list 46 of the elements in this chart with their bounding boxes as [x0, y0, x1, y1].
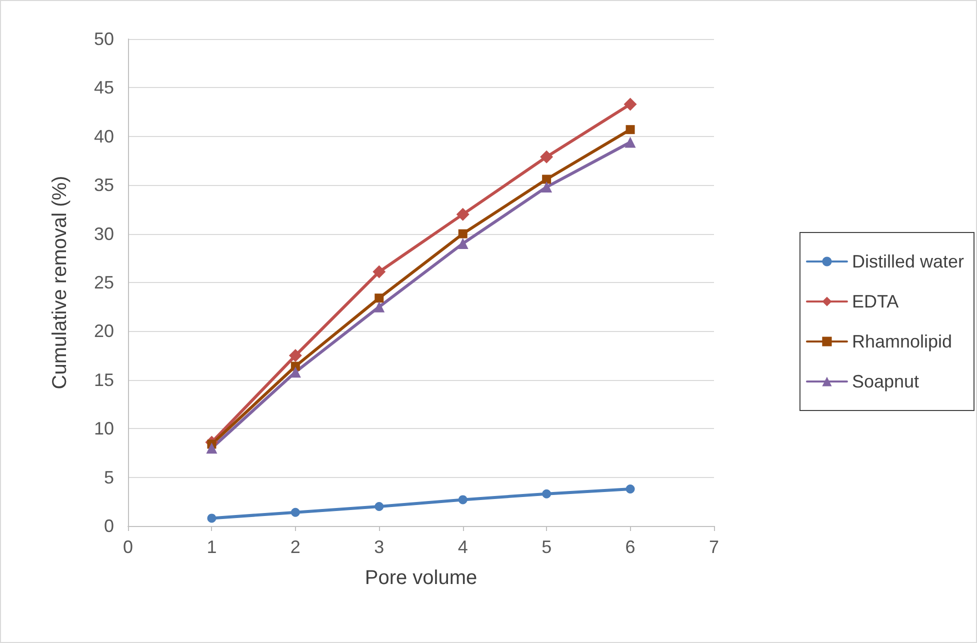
point — [626, 484, 635, 494]
point — [372, 265, 386, 278]
legend-label: Soapnut — [852, 372, 920, 392]
y-tick-label: 45 — [94, 78, 114, 98]
point — [290, 508, 300, 517]
point — [541, 182, 552, 193]
x-tick-label: 2 — [290, 537, 300, 557]
x-tick-label: 7 — [708, 537, 720, 557]
point — [626, 125, 635, 134]
x-tick-label: 6 — [625, 537, 636, 557]
y-tick-label: 20 — [94, 321, 114, 342]
point — [374, 502, 384, 512]
legend-label: EDTA — [852, 292, 899, 312]
point — [207, 514, 216, 523]
x-tick-label: 4 — [458, 537, 468, 557]
point — [458, 229, 468, 238]
point — [540, 150, 554, 164]
point — [458, 495, 468, 504]
x-tick-label: 1 — [206, 537, 217, 557]
x-axis-title: Pore volume — [364, 567, 478, 589]
y-tick-label: 50 — [94, 29, 114, 49]
legend-label: Distilled water — [852, 252, 964, 272]
y-tick-label: 35 — [94, 175, 114, 196]
point — [542, 174, 552, 184]
y-tick-label: 30 — [94, 224, 114, 244]
point — [206, 442, 218, 454]
x-tick-label: 5 — [542, 537, 552, 557]
point — [457, 238, 468, 250]
point — [290, 366, 301, 378]
y-tick-label: 10 — [94, 418, 114, 439]
y-tick-label: 5 — [104, 467, 114, 488]
point — [624, 98, 637, 111]
y-tick-label: 15 — [94, 370, 114, 390]
x-tick-label: 0 — [122, 537, 134, 557]
y-tick-label: 40 — [94, 126, 114, 146]
x-tick-label: 3 — [374, 537, 384, 557]
y-axis-title: Cumulative removal (%) — [49, 176, 71, 390]
point — [624, 136, 636, 148]
legend-label: Rhamnolipid — [852, 332, 952, 352]
point — [456, 208, 470, 221]
point — [542, 489, 552, 498]
point — [374, 294, 384, 303]
point — [374, 301, 385, 312]
point — [288, 349, 302, 362]
y-tick-label: 0 — [104, 516, 114, 536]
y-tick-label: 25 — [94, 272, 114, 292]
